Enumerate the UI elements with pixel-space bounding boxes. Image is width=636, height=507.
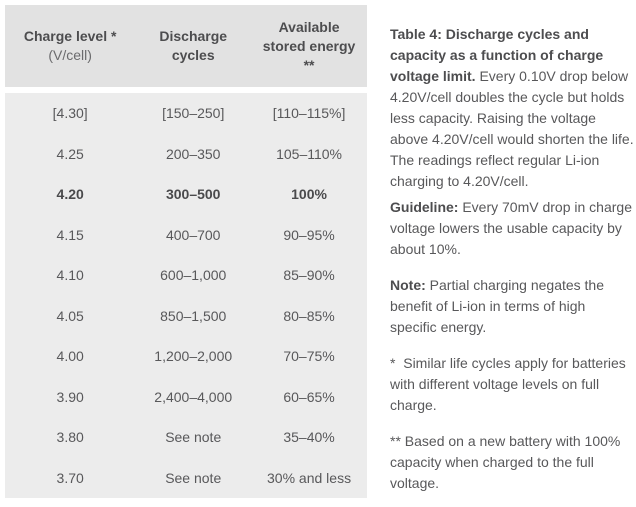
cell-discharge-cycles: 400–700 <box>165 226 221 243</box>
footnote-single-asterisk-body: * Similar life cycles apply for batterie… <box>390 355 630 413</box>
table-row: 4.15 400–700 90–95% <box>5 215 367 256</box>
partial-charging-note-lead: Note: <box>390 277 426 293</box>
cell-charge-level: 4.00 <box>56 348 84 365</box>
cell-stored-energy: [110–115%] <box>272 105 346 122</box>
header-body-divider <box>5 87 367 93</box>
table-row: 4.00 1,200–2,000 70–75% <box>5 336 367 377</box>
cell-stored-energy: 80–85% <box>283 307 335 324</box>
guideline-note: Guideline: Every 70mV drop in charge vol… <box>390 197 634 260</box>
cell-charge-level: 3.70 <box>56 469 84 486</box>
notes-panel: Table 4: Discharge cycles and capacity a… <box>390 24 634 507</box>
guideline-note-body: Every 70mV drop in charge voltage lowers… <box>390 199 636 257</box>
cell-discharge-cycles: 1,200–2,000 <box>154 348 233 365</box>
cell-discharge-cycles: 600–1,000 <box>160 267 227 284</box>
cell-stored-energy: 30% and less <box>267 469 352 486</box>
header-discharge-cycles: Discharge cycles <box>135 27 251 65</box>
cell-stored-energy: 60–65% <box>283 388 335 405</box>
cell-discharge-cycles: 300–500 <box>165 186 221 203</box>
header-available-energy-line1: Available <box>278 18 340 35</box>
cell-discharge-cycles: [150–250] <box>162 105 225 122</box>
table-row: 4.25 200–350 105–110% <box>5 134 367 175</box>
header-discharge-cycles-line1: Discharge <box>159 28 228 44</box>
header-charge-level-title: Charge level * <box>23 28 117 44</box>
header-charge-level-unit: (V/cell) <box>48 47 92 63</box>
charge-table: Charge level * (V/cell) Discharge cycles… <box>5 5 367 498</box>
header-available-energy: Available stored energy ** <box>251 18 367 75</box>
cell-discharge-cycles: 200–350 <box>165 145 221 162</box>
table-row: 4.20 300–500 100% <box>5 174 367 215</box>
partial-charging-note: Note: Partial charging negates the benef… <box>390 275 634 338</box>
cell-discharge-cycles: See note <box>165 429 222 446</box>
cell-discharge-cycles: 850–1,500 <box>160 307 227 324</box>
header-discharge-cycles-line2: cycles <box>171 47 215 63</box>
table-caption-lead: Table 4: Discharge cycles and capacity a… <box>390 26 608 84</box>
cell-charge-level: 4.20 <box>56 186 84 203</box>
header-charge-level: Charge level * (V/cell) <box>5 27 135 65</box>
cell-charge-level: 4.05 <box>56 307 84 324</box>
table-row: 3.70 See note 30% and less <box>5 458 367 499</box>
cell-charge-level: 4.15 <box>56 226 84 243</box>
partial-charging-note-body: Partial charging negates the benefit of … <box>390 277 608 335</box>
cell-charge-level: 3.80 <box>56 429 84 446</box>
cell-charge-level: 3.90 <box>56 388 84 405</box>
cell-charge-level: 4.10 <box>56 267 84 284</box>
cell-charge-level: [4.30] <box>52 105 88 122</box>
cell-stored-energy: 90–95% <box>283 226 335 243</box>
table-body: [4.30] [150–250] [110–115%] 4.25 200–350… <box>5 93 367 498</box>
table-row: 4.05 850–1,500 80–85% <box>5 296 367 337</box>
cell-stored-energy: 70–75% <box>283 348 335 365</box>
footnote-double-asterisk: ** Based on a new battery with 100% capa… <box>390 431 634 494</box>
cell-charge-level: 4.25 <box>56 145 84 162</box>
table-row: 3.90 2,400–4,000 60–65% <box>5 377 367 418</box>
table-caption-body: Every 0.10V drop below 4.20V/cell double… <box>390 68 634 189</box>
table-row: 4.10 600–1,000 85–90% <box>5 255 367 296</box>
footnote-double-asterisk-body: ** Based on a new battery with 100% capa… <box>390 433 625 491</box>
table-row: [4.30] [150–250] [110–115%] <box>5 93 367 134</box>
guideline-note-lead: Guideline: <box>390 199 459 215</box>
cell-discharge-cycles: 2,400–4,000 <box>154 388 233 405</box>
cell-stored-energy: 105–110% <box>276 145 343 162</box>
cell-stored-energy: 85–90% <box>283 267 335 284</box>
table-row: 3.80 See note 35–40% <box>5 417 367 458</box>
cell-stored-energy: 35–40% <box>283 429 335 446</box>
cell-discharge-cycles: See note <box>165 469 222 486</box>
header-available-energy-line2: stored energy <box>262 37 356 54</box>
table-header: Charge level * (V/cell) Discharge cycles… <box>5 5 367 87</box>
table-caption: Table 4: Discharge cycles and capacity a… <box>390 24 634 192</box>
header-available-energy-footmark: ** <box>303 56 315 73</box>
cell-stored-energy: 100% <box>291 186 327 203</box>
footnote-single-asterisk: * Similar life cycles apply for batterie… <box>390 353 634 416</box>
